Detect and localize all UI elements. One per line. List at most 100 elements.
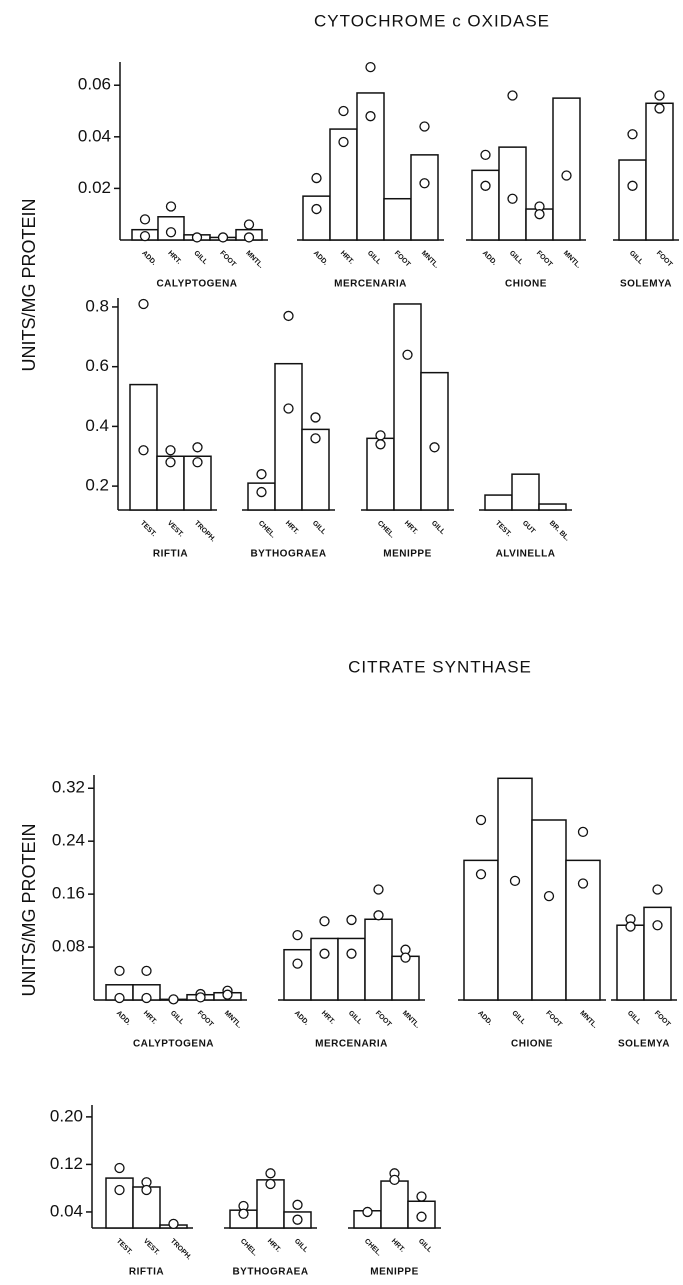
data-point [256, 486, 267, 498]
bar [380, 1180, 409, 1229]
group-label: MERCENARIA [315, 1039, 388, 1050]
data-point [165, 227, 177, 238]
y-tick-label: 0.04 [50, 1201, 83, 1220]
data-point [217, 232, 229, 243]
category-label: GILL [347, 1010, 364, 1027]
group-label: CALYPTOGENA [133, 1039, 214, 1050]
category-label: MNTL. [223, 1010, 243, 1030]
y-tick-label: 0.4 [85, 416, 109, 435]
category-label: FOOT [544, 1010, 563, 1029]
data-point [292, 958, 303, 969]
category-label: HRT. [166, 250, 182, 266]
bar [391, 955, 420, 1001]
category-label: ADD. [293, 1010, 310, 1027]
group-label: BYTHOGRAEA [250, 549, 326, 560]
category-label: TEST. [115, 1238, 133, 1256]
category-label: MNTL. [420, 250, 440, 270]
group-label: MENIPPE [370, 1267, 419, 1278]
data-point [256, 469, 267, 480]
data-point [138, 298, 149, 310]
data-point [577, 826, 589, 838]
y-tick-label: 0.06 [78, 75, 111, 94]
data-point [243, 219, 255, 230]
category-label: MNTL. [244, 250, 264, 270]
data-point [192, 442, 203, 453]
category-label: FOOT [655, 250, 674, 269]
data-point [475, 814, 487, 826]
bar [310, 937, 339, 1001]
bar [364, 918, 393, 1001]
category-label: HRT. [339, 250, 355, 266]
data-point [168, 1218, 179, 1229]
data-point [652, 920, 663, 931]
category-label: GILL [293, 1238, 310, 1255]
bar [420, 371, 449, 511]
bar [531, 819, 567, 1001]
data-point [292, 1199, 303, 1210]
y-tick-label: 0.12 [50, 1154, 83, 1173]
category-label: GILL [417, 1238, 434, 1255]
data-point [507, 90, 518, 101]
data-point [627, 180, 638, 191]
group-label: RIFTIA [129, 1267, 164, 1278]
data-point [534, 209, 545, 220]
category-label: VEST. [166, 520, 185, 539]
bar [511, 473, 540, 511]
category-label: MNTL. [562, 250, 582, 270]
category-label: BR. BL. [548, 520, 571, 543]
data-point [141, 965, 152, 977]
data-point [141, 992, 152, 1004]
data-point [654, 103, 665, 114]
data-point [362, 1206, 373, 1218]
group-label: RIFTIA [153, 549, 188, 560]
data-point [165, 457, 176, 468]
data-point [577, 878, 589, 889]
data-point [283, 310, 294, 322]
y-tick-label: 0.16 [52, 884, 85, 903]
bar [484, 494, 513, 511]
category-label: MNTL. [401, 1010, 421, 1030]
data-point [416, 1191, 427, 1202]
category-label: FOOT [196, 1010, 215, 1029]
data-point [165, 201, 177, 212]
category-label: FOOT [393, 250, 412, 269]
category-label: CHEL. [257, 520, 277, 540]
data-point [429, 442, 440, 453]
data-point [480, 149, 491, 161]
data-point [507, 193, 518, 204]
data-point [310, 412, 321, 423]
data-point [625, 921, 636, 932]
data-point [561, 170, 572, 181]
category-label: HRT. [142, 1010, 158, 1026]
bar [645, 102, 674, 241]
data-point [311, 172, 322, 184]
category-label: ADD. [481, 250, 498, 267]
bar [283, 948, 312, 1001]
bar [407, 1200, 436, 1229]
category-label: HRT. [390, 1238, 406, 1254]
category-label: TROPH. [169, 1238, 193, 1262]
data-point [319, 916, 330, 927]
data-point [243, 232, 255, 243]
data-point [192, 457, 203, 468]
data-point [480, 180, 491, 191]
chart-title: CITRATE SYNTHASE [348, 657, 532, 676]
category-label: GILL [510, 1010, 527, 1027]
group-label: ALVINELLA [496, 549, 556, 560]
bar [329, 128, 358, 241]
data-point [165, 445, 176, 456]
data-point [338, 105, 349, 117]
y-tick-label: 0.32 [52, 778, 85, 797]
category-label: TEST. [139, 520, 157, 538]
category-label: HRT. [284, 520, 300, 536]
group-label: CALYPTOGENA [156, 279, 237, 290]
data-point [292, 929, 303, 941]
category-label: GILL [508, 250, 525, 267]
bar [337, 937, 366, 1001]
data-point [338, 136, 349, 148]
category-label: ADD. [312, 250, 329, 267]
y-tick-label: 0.2 [85, 476, 109, 495]
y-tick-label: 0.6 [85, 356, 109, 375]
data-point [310, 433, 321, 444]
